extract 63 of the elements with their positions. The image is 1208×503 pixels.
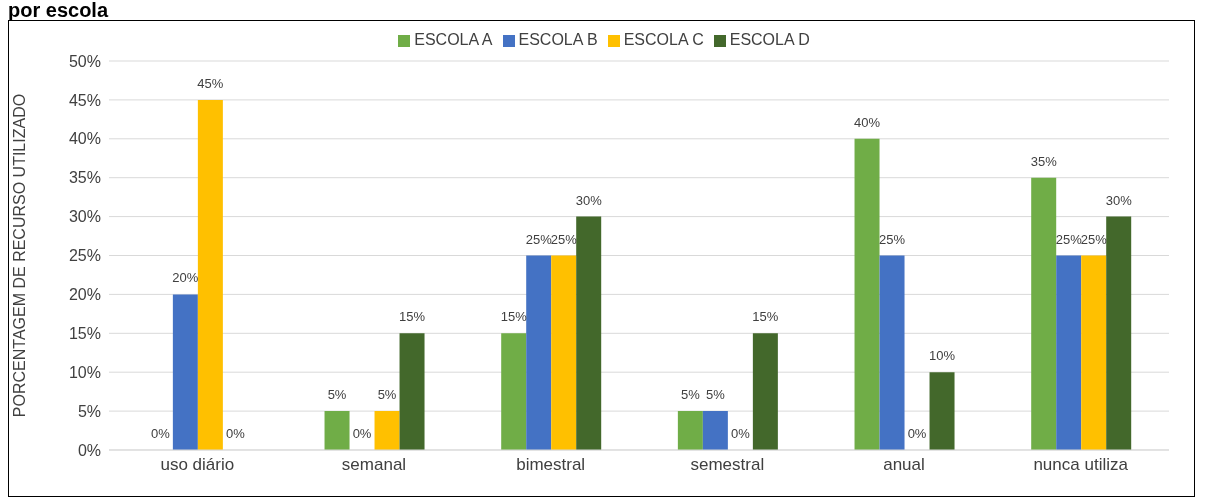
bar [752,333,778,450]
data-label: 5% [705,387,726,403]
y-tick-label: 45% [68,91,101,109]
bar [324,411,350,450]
data-label: 0% [352,425,372,441]
legend-label: ESCOLA A [414,31,493,48]
data-label: 5% [680,387,701,403]
y-tick-label: 20% [68,286,101,304]
bar [702,411,728,450]
data-label: 10% [929,348,956,364]
bar [1056,255,1082,450]
y-tick-label: 40% [68,130,101,148]
legend-label: ESCOLA D [729,31,810,48]
x-tick-label: nunca utiliza [1033,455,1129,475]
x-tick-label: uso diário [160,455,235,475]
y-tick-label: 15% [68,324,101,342]
y-tick-label: 0% [77,441,101,459]
data-label: 5% [377,387,397,403]
chart-title: por escola [8,0,110,21]
bar [576,216,602,450]
y-tick-label: 35% [68,169,101,187]
y-tick-label: 30% [68,208,101,226]
bar [1106,216,1132,450]
bar [399,333,425,450]
bar [501,333,527,450]
bar [526,255,552,450]
bar [929,372,955,450]
data-label: 35% [1030,153,1058,169]
data-label: 0% [730,425,751,441]
data-label: 25% [879,231,906,247]
bar [551,255,577,450]
bar [197,99,223,450]
data-label: 25% [525,231,553,247]
data-label: 15% [752,309,779,325]
data-label: 0% [225,425,246,441]
data-label: 30% [1105,192,1133,208]
x-tick-label: bimestral [516,455,586,475]
bar [677,411,703,450]
bar [854,138,880,450]
data-label: 5% [327,387,347,403]
bar [879,255,905,450]
y-axis-title: PORCENTAGEM DE RECURSO UTILIZADO [10,93,28,418]
legend-label: ESCOLA B [518,31,598,48]
data-label: 45% [197,75,224,91]
data-label: 20% [172,270,199,286]
y-tick-label: 10% [68,363,101,381]
data-label: 40% [854,114,881,130]
data-label: 30% [575,192,603,208]
bar [1031,177,1057,450]
y-tick-label: 5% [77,402,101,420]
data-label: 15% [399,309,426,325]
x-tick-label: semestral [690,455,765,475]
bar [172,294,198,450]
x-tick-label: semanal [341,455,407,475]
bar [374,411,400,450]
data-label: 0% [150,425,171,441]
data-label: 0% [907,425,927,441]
bar [1081,255,1107,450]
data-label: 25% [1055,231,1083,247]
x-tick-label: anual [883,455,925,475]
legend-label: ESCOLA C [623,31,704,48]
y-tick-label: 50% [68,52,101,70]
y-tick-label: 25% [68,247,101,265]
